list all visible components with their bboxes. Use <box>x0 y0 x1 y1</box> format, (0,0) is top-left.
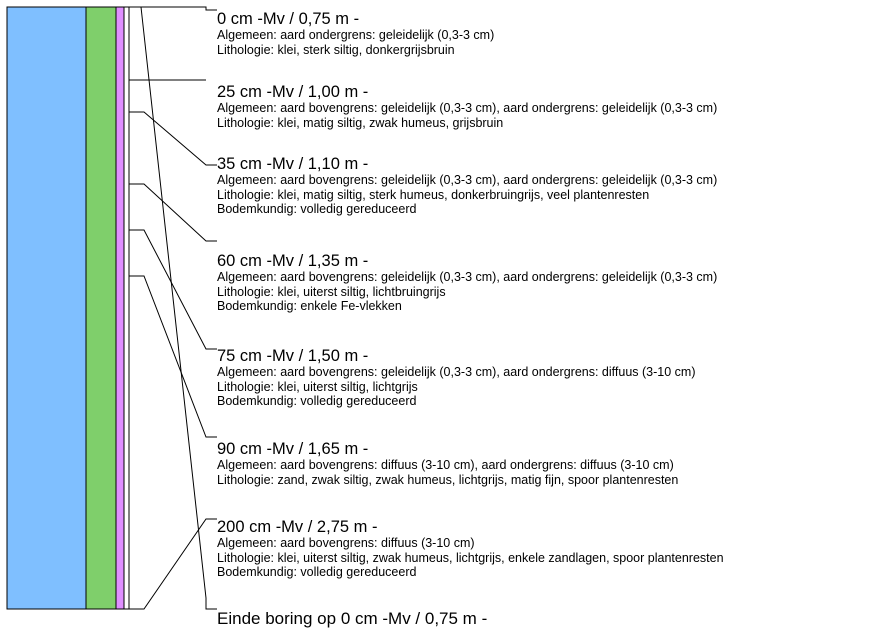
end-of-boring-label: Einde boring op 0 cm -Mv / 0,75 m - <box>217 609 488 628</box>
layer-description-5: 90 cm -Mv / 1,65 m - Algemeen: aard bove… <box>217 440 678 487</box>
connector-line-5 <box>129 275 217 438</box>
layer-depth-label: 25 cm -Mv / 1,00 m - <box>217 83 369 101</box>
connector-line-3 <box>129 183 217 242</box>
layer-lithology-line: Lithologie: klei, uiterst siltig, lichtb… <box>217 284 446 299</box>
layer-depth-label: 60 cm -Mv / 1,35 m - <box>217 252 369 270</box>
connector-line-2 <box>129 111 217 166</box>
column-strip-white <box>123 6 130 610</box>
layer-general-line: Algemeen: aard bovengrens: geleidelijk (… <box>217 270 718 284</box>
layer-general-line: Algemeen: aard ondergrens: geleidelijk (… <box>217 28 495 42</box>
layer-general-line: Algemeen: aard bovengrens: diffuus (3-10… <box>217 458 674 472</box>
connector-line-end <box>140 6 217 610</box>
layer-description-4: 75 cm -Mv / 1,50 m - Algemeen: aard bove… <box>217 347 696 409</box>
column-strip-blue <box>6 6 87 610</box>
connector-line-0 <box>129 6 217 11</box>
layer-lithology-line: Lithologie: klei, matig siltig, zwak hum… <box>217 115 504 130</box>
layer-soil-line: Bodemkundig: volledig gereduceerd <box>217 202 417 216</box>
layer-soil-line: Bodemkundig: volledig gereduceerd <box>217 565 417 579</box>
layer-lithology-line: Lithologie: klei, matig siltig, sterk hu… <box>217 187 650 202</box>
layer-general-line: Algemeen: aard bovengrens: geleidelijk (… <box>217 101 718 115</box>
column-strip-violet <box>115 6 125 610</box>
layer-lithology-line: Lithologie: klei, uiterst siltig, lichtg… <box>217 379 418 394</box>
layer-description-6: 200 cm -Mv / 2,75 m - Algemeen: aard bov… <box>217 518 724 580</box>
layer-lithology-line: Lithologie: zand, zwak siltig, zwak hume… <box>217 472 679 487</box>
connector-line-4 <box>129 229 217 350</box>
layer-description-1: 25 cm -Mv / 1,00 m - Algemeen: aard bove… <box>217 83 717 130</box>
layer-description-2: 35 cm -Mv / 1,10 m - Algemeen: aard bove… <box>217 155 717 217</box>
connector-line-6 <box>129 518 217 610</box>
layer-depth-label: 200 cm -Mv / 2,75 m - <box>217 518 378 536</box>
layer-lithology-line: Lithologie: klei, uiterst siltig, zwak h… <box>217 550 724 565</box>
layer-lithology-line: Lithologie: klei, sterk siltig, donkergr… <box>217 42 455 57</box>
layer-depth-label: 35 cm -Mv / 1,10 m - <box>217 155 369 173</box>
layer-description-3: 60 cm -Mv / 1,35 m - Algemeen: aard bove… <box>217 252 717 314</box>
layer-depth-label: 0 cm -Mv / 0,75 m - <box>217 10 360 28</box>
column-strip-green <box>85 6 117 610</box>
layer-general-line: Algemeen: aard bovengrens: geleidelijk (… <box>217 173 718 187</box>
layer-depth-label: 90 cm -Mv / 1,65 m - <box>217 440 369 458</box>
layer-description-0: 0 cm -Mv / 0,75 m - Algemeen: aard onder… <box>217 10 494 57</box>
layer-depth-label: 75 cm -Mv / 1,50 m - <box>217 347 369 365</box>
connector-lines <box>129 6 217 610</box>
layer-soil-line: Bodemkundig: enkele Fe-vlekken <box>217 299 402 313</box>
layer-general-line: Algemeen: aard bovengrens: geleidelijk (… <box>217 365 696 379</box>
layer-soil-line: Bodemkundig: volledig gereduceerd <box>217 394 417 408</box>
layer-general-line: Algemeen: aard bovengrens: diffuus (3-10… <box>217 536 475 550</box>
boring-column <box>6 6 130 610</box>
